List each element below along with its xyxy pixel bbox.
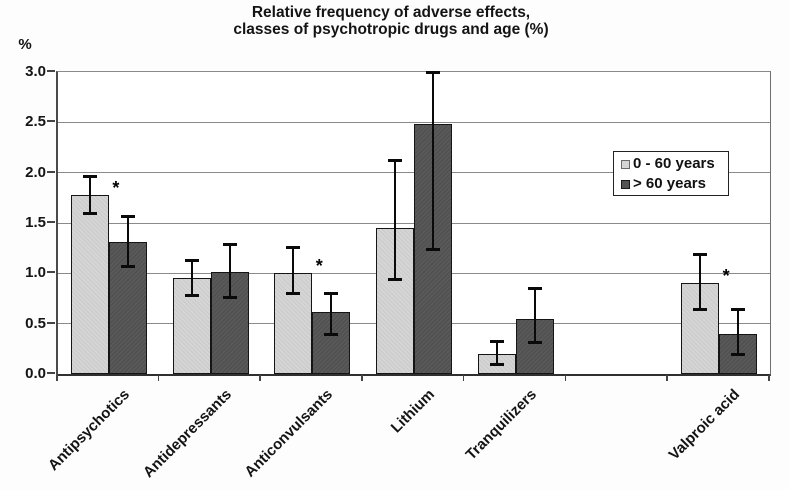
error-bar-cap — [388, 278, 402, 282]
error-bar-cap — [324, 332, 339, 336]
error-bar-cap — [184, 259, 199, 263]
error-bar — [88, 175, 91, 213]
error-bar — [495, 340, 498, 364]
legend: 0 - 60 years > 60 years — [613, 151, 729, 196]
x-tick — [768, 375, 770, 381]
legend-swatch-over-60-icon — [621, 179, 630, 189]
x-tick — [462, 375, 465, 381]
x-tick — [666, 375, 668, 381]
error-bar — [533, 288, 536, 342]
error-bar — [190, 260, 193, 296]
legend-item-over-60: > 60 years — [621, 174, 728, 194]
error-bar-cap — [184, 294, 199, 298]
error-bar-cap — [693, 253, 708, 257]
error-bar-cap — [527, 287, 542, 291]
error-bar-cap — [324, 292, 339, 296]
error-bar — [330, 293, 333, 334]
error-bar-cap — [286, 246, 301, 250]
y-tick — [47, 271, 55, 274]
error-bar-cap — [731, 352, 746, 356]
error-bar-cap — [731, 307, 746, 311]
y-tick-label: 2.5 — [25, 113, 46, 131]
error-bar-cap — [388, 158, 402, 162]
legend-label-over-60: > 60 years — [633, 175, 706, 192]
error-bar — [394, 159, 396, 280]
x-tick — [56, 375, 58, 381]
error-bar — [737, 308, 740, 354]
x-tick — [361, 375, 363, 381]
error-bar — [228, 244, 231, 298]
x-category-label-valproic-acid: Valproic acid — [665, 386, 744, 464]
error-bar — [699, 254, 702, 309]
legend-label-0-60: 0 - 60 years — [633, 155, 715, 172]
error-bar — [292, 247, 295, 294]
y-tick-label: 1.5 — [25, 214, 46, 231]
significance-asterisk: * — [112, 177, 120, 198]
y-tick — [47, 70, 55, 72]
y-tick-label: 2.0 — [25, 163, 46, 181]
error-bar-cap — [82, 174, 97, 178]
error-bar-cap — [286, 292, 301, 296]
error-bar-cap — [527, 340, 542, 344]
x-tick — [259, 375, 261, 381]
error-bar-cap — [489, 362, 504, 366]
y-tick — [47, 221, 55, 223]
y-tick-label: 0.5 — [25, 314, 46, 332]
gridline — [58, 121, 770, 123]
chart-title-line1: Relative frequency of adverse effects, — [251, 4, 531, 21]
significance-asterisk: * — [722, 266, 730, 287]
y-tick — [47, 372, 55, 374]
y-tick — [47, 120, 55, 123]
y-tick — [47, 321, 55, 324]
error-bar-cap — [489, 339, 504, 343]
bar-antipsychotics-0 — [70, 194, 109, 374]
error-bar-cap — [222, 243, 237, 247]
error-bar — [432, 72, 434, 250]
plot-area: * * * — [56, 71, 771, 376]
y-axis-unit-label: % — [18, 36, 32, 53]
x-category-label-antipsychotics: Antipsychotics — [44, 386, 133, 475]
error-bar-cap — [120, 214, 135, 218]
error-bar-cap — [222, 296, 237, 300]
error-bar-cap — [693, 307, 708, 311]
error-bar-cap — [426, 248, 440, 252]
y-tick-label: 0.0 — [25, 365, 46, 382]
y-tick — [47, 170, 55, 173]
y-tick-label: 1.0 — [25, 264, 46, 282]
chart-title-line2: classes of psychotropic drugs and age (%… — [233, 21, 549, 38]
error-bar-cap — [426, 71, 440, 74]
legend-item-0-60: 0 - 60 years — [621, 154, 728, 174]
x-tick — [564, 375, 567, 381]
y-tick-label: 3.0 — [25, 63, 46, 80]
error-bar — [126, 215, 129, 267]
chart-title: Relative frequency of adverse effects, c… — [35, 4, 747, 38]
x-tick — [157, 375, 160, 381]
error-bar-cap — [82, 211, 97, 215]
legend-swatch-0-60-icon — [621, 159, 630, 169]
significance-asterisk: * — [315, 256, 323, 277]
error-bar-cap — [120, 265, 135, 269]
